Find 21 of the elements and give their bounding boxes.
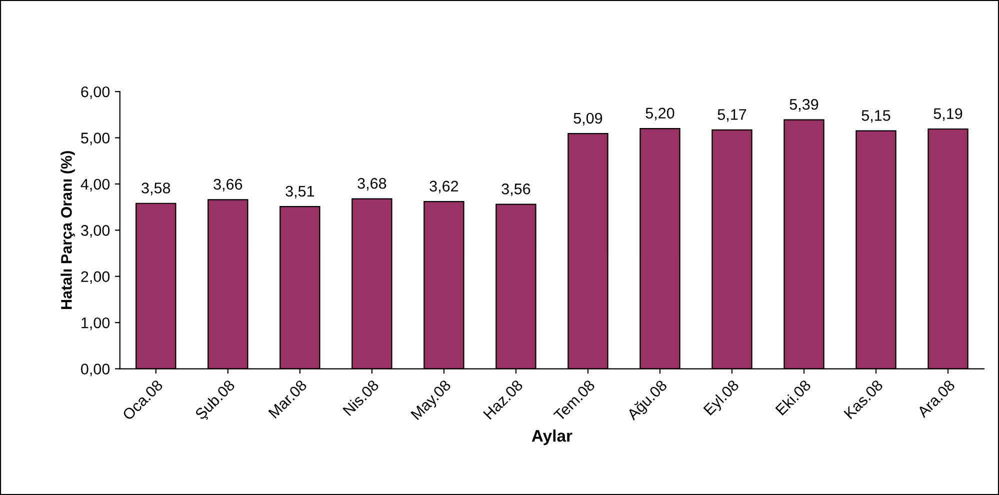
- y-tick-label: 6,00: [81, 86, 110, 100]
- data-label: 3,56: [502, 184, 530, 196]
- data-label: 3,68: [358, 178, 386, 191]
- data-label: 5,15: [862, 110, 890, 123]
- x-axis-title: Aylar: [532, 430, 572, 446]
- y-tick-label: 5,00: [81, 132, 110, 146]
- data-label: 3,66: [214, 178, 242, 192]
- data-label: 5,20: [646, 108, 674, 120]
- y-axis-title: Hatalı Parça Oranı (%): [60, 151, 75, 309]
- y-tick-label: 2,00: [81, 271, 110, 284]
- y-tick-label: 0,00: [81, 364, 110, 376]
- data-label: 5,19: [934, 108, 962, 121]
- data-label: 3,62: [430, 180, 458, 194]
- data-label: 5,17: [718, 109, 746, 122]
- y-tick-label: 3,00: [81, 225, 110, 238]
- data-label: 5,09: [574, 112, 602, 126]
- data-label: 3,51: [286, 186, 314, 198]
- data-label: 5,39: [790, 98, 818, 112]
- y-tick-label: 1,00: [82, 317, 110, 330]
- y-tick-label: 4,00: [80, 178, 110, 192]
- data-label: 3,58: [142, 182, 170, 196]
